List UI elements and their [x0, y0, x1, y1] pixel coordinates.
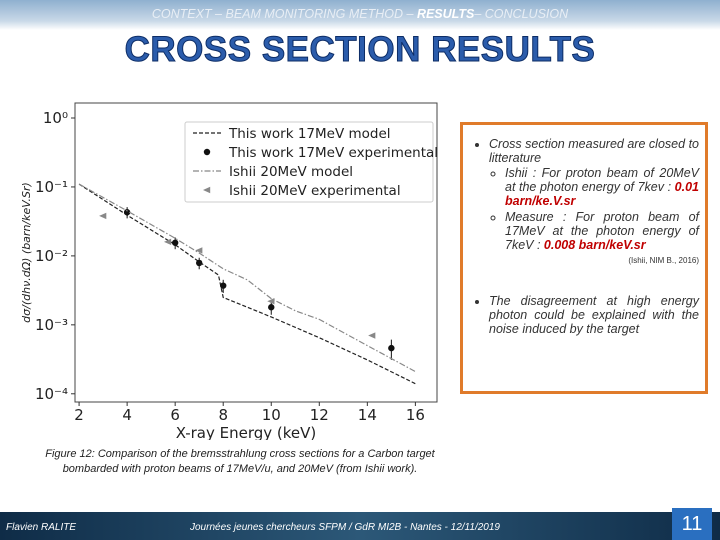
caption: Figure 12: Comparison of the bremsstrahl…	[45, 448, 435, 475]
y-tick-label: 10⁰	[43, 109, 68, 127]
bullet-text: Cross section measured are closed to lit…	[489, 137, 699, 165]
y-axis-label: dσ/(dhν.dΩ) (barn/keV.Sr)	[20, 182, 33, 323]
sub-bullet: Measure : For proton beam of 17MeV at th…	[505, 210, 699, 252]
x-tick-label: 12	[310, 406, 329, 424]
footer: Flavien RALITE Journées jeunes chercheur…	[0, 508, 720, 540]
page-number: 11	[672, 508, 712, 540]
legend-box	[184, 121, 434, 203]
y-tick-label: 10⁻¹	[35, 178, 68, 196]
legend-label: Ishii 20MeV experimental	[229, 183, 401, 199]
bullet: The disagreement at high energy photon c…	[489, 294, 699, 336]
x-axis-label: X-ray Energy (keV)	[176, 424, 317, 440]
legend-label: This work 17MeV model	[228, 126, 391, 142]
x-tick-label: 16	[406, 406, 425, 424]
reference: (Ishii, NIM B., 2016)	[628, 256, 699, 265]
top-bar	[0, 0, 720, 30]
chart: 2 4 6 8 10 12 14 16 10⁰ 10⁻¹ 10⁻² 10⁻³ 10⁻⁴ X-ray Ene…	[20, 102, 438, 440]
notes-box: Cross section measured are closed to lit…	[460, 122, 708, 394]
x-tick-label: 2	[74, 406, 84, 424]
data-point	[163, 238, 172, 246]
bullet: Cross section measured are closed to lit…	[489, 137, 699, 268]
sub-list: Ishii : For proton beam of 20MeV at the …	[489, 166, 699, 252]
author: Flavien RALITE	[6, 522, 77, 533]
legend-label: This work 17MeV experimental	[228, 145, 438, 161]
data-point	[123, 209, 131, 216]
data-point	[171, 239, 179, 246]
navigation: CONTEXT – BEAM MONITORING METHOD – RESUL…	[0, 7, 720, 21]
data-point	[195, 247, 203, 254]
data-point	[99, 212, 107, 220]
sub-bullet: Ishii : For proton beam of 20MeV at the …	[505, 166, 699, 208]
data-point	[220, 282, 227, 289]
data-point	[388, 344, 395, 352]
legend-label: Ishii 20MeV model	[229, 164, 353, 180]
legend-marker	[203, 148, 211, 156]
slide-title: CROSS SECTION RESULTS	[124, 30, 596, 70]
nav-current: RESULTS	[416, 7, 475, 21]
data-point	[368, 332, 376, 339]
data-point	[267, 298, 275, 305]
bullet-text: The disagreement at high energy photon c…	[489, 294, 699, 336]
highlight: 0.01 barn/ke.V.sr	[505, 180, 699, 208]
x-tick-label: 4	[122, 406, 132, 424]
x-tick-label: 8	[218, 406, 228, 424]
nav-item: – CONCLUSION	[474, 7, 569, 21]
y-tick-label: 10⁻⁴	[35, 385, 68, 403]
data-point	[195, 259, 203, 267]
sub-text: Measure : For proton beam of 17MeV at th…	[505, 210, 699, 252]
nav-item: CONTEXT – BEAM MONITORING METHOD –	[151, 7, 417, 21]
highlight: 0.008 barn/keV.sr	[543, 238, 646, 252]
data-point	[268, 304, 275, 311]
y-tick-label: 10⁻²	[35, 247, 68, 265]
bullet-list: Cross section measured are closed to lit…	[469, 137, 699, 336]
x-tick-label: 6	[170, 406, 180, 424]
event: Journées jeunes chercheurs SFPM / GdR MI…	[190, 522, 500, 533]
legend-marker	[203, 186, 211, 194]
x-tick-label: 14	[358, 406, 377, 424]
sub-text: Ishii : For proton beam of 20MeV at the …	[505, 166, 699, 194]
y-tick-label: 10⁻³	[35, 316, 68, 334]
x-tick-label: 10	[262, 406, 281, 424]
